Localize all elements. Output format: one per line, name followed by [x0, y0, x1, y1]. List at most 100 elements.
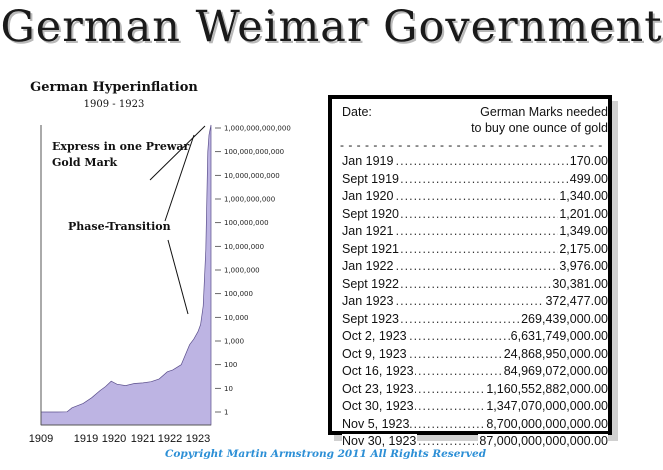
table-row: ........................................… — [342, 276, 608, 294]
page-title: German Weimar Government — [0, 2, 663, 52]
row-value: 1,349.00 — [558, 224, 608, 238]
annotation-gold-mark: Express in one Prewar Gold Mark — [52, 140, 189, 169]
y-tick-label: 100,000,000,000 — [224, 148, 284, 156]
row-value: 3,976.00 — [558, 259, 608, 273]
row-value: 372,477.00 — [544, 294, 608, 308]
table-row: ........................................… — [342, 223, 608, 241]
chart-subtitle: 1909 - 1923 — [83, 99, 145, 110]
row-date: Sept 1923 — [342, 311, 400, 326]
y-tick-label: 100,000,000 — [224, 219, 269, 227]
row-value: 30,381.00 — [551, 276, 608, 291]
table-header: Date: German Marks needed to buy one oun… — [342, 105, 608, 143]
row-date: Jan 1919 — [342, 154, 395, 168]
row-date: Jan 1920 — [342, 189, 395, 203]
y-tick-label: 1,000,000,000 — [224, 196, 275, 204]
row-date: Sept 1920 — [342, 206, 400, 221]
y-tick-label: 100 — [224, 361, 237, 369]
annotation-line: Gold Mark — [52, 156, 118, 169]
table-row: ........................................… — [342, 153, 608, 171]
hyperinflation-chart: 1 10 100 1,000 10,000 100,000 1,000,000 10,000,… — [29, 124, 291, 446]
row-date: Oct 30, 1923 — [342, 399, 415, 413]
table-row: ........................................… — [342, 311, 608, 329]
row-date: Jan 1922 — [342, 259, 395, 273]
table-row: ........................................… — [342, 433, 608, 451]
y-tick-label: 10,000,000,000 — [224, 172, 280, 180]
x-tick-label: 1922 — [158, 433, 182, 445]
x-tick-label: 1921 — [131, 433, 155, 445]
table-header-note-line1: German Marks needed — [480, 105, 608, 119]
row-value: 6,631,749,000.00 — [509, 329, 608, 343]
row-date: Oct 16, 1923 — [342, 364, 415, 378]
table-row: ........................................… — [342, 363, 608, 381]
y-tick-label: 10,000,000 — [224, 243, 264, 251]
table-row: ........................................… — [342, 206, 608, 224]
x-tick-label: 1920 — [102, 433, 126, 445]
leader-dots: ........................................… — [342, 206, 608, 221]
y-tick-label: 1,000,000,000,000 — [224, 125, 291, 133]
leader-dots: ........................................… — [342, 154, 608, 168]
leader-dots: ........................................… — [342, 294, 608, 308]
y-tick-label: 10 — [224, 385, 233, 393]
table-row: ........................................… — [342, 258, 608, 276]
table-row: ........................................… — [342, 416, 608, 434]
y-tick-label: 1,000 — [224, 338, 244, 346]
row-value: 499.00 — [568, 171, 608, 186]
annotation-pointer-line — [149, 125, 206, 181]
row-value: 87,000,000,000,000.00 — [478, 434, 608, 448]
row-value: 170.00 — [568, 154, 608, 168]
annotation-line: Express in one Prewar — [52, 140, 189, 153]
row-date: Jan 1921 — [342, 224, 395, 238]
table-row: ........................................… — [342, 293, 608, 311]
leader-dots: ........................................… — [342, 224, 608, 238]
row-value: 8,700,000,000,000.00 — [485, 416, 608, 431]
table-header-date: Date: — [342, 105, 372, 119]
x-tick-label: 1919 — [74, 433, 98, 445]
y-tick-label: 1 — [224, 409, 228, 417]
y-tick-label: 100,000 — [224, 290, 253, 298]
row-value: 84,969,072,000.00 — [502, 364, 608, 378]
gold-price-table: Date: German Marks needed to buy one oun… — [328, 95, 612, 448]
leader-dots: ........................................… — [342, 259, 608, 273]
x-axis: 1909 1919 1920 1921 1922 1923 — [29, 433, 210, 445]
chart-area-layer — [40, 124, 212, 426]
table-row: ........................................… — [342, 188, 608, 206]
row-date: Jan 1923 — [342, 294, 395, 308]
inflation-area — [40, 124, 212, 426]
chart-title: German Hyperinflation — [30, 80, 198, 95]
leader-dots: ........................................… — [342, 241, 608, 256]
y-tick-label: 10,000 — [224, 314, 249, 322]
row-date: Nov 5, 1923 — [342, 416, 411, 431]
row-value: 1,347,070,000,000.00 — [485, 399, 608, 413]
row-value: 1,201.00 — [558, 206, 608, 221]
x-tick-label: 1909 — [29, 433, 53, 445]
row-date: Sept 1922 — [342, 276, 400, 291]
row-date: Sept 1921 — [342, 241, 400, 256]
row-date: Oct 2, 1923 — [342, 329, 408, 343]
table-row: ........................................… — [342, 398, 608, 416]
header-divider: - - - - - - - - - - - - - - - - - - - - … — [340, 141, 602, 149]
row-value: 24,868,950,000.00 — [502, 346, 608, 361]
annotation-pointer-line — [164, 134, 195, 222]
copyright-notice: Copyright Martin Armstrong 2011 All Righ… — [165, 448, 487, 460]
leader-dots: ........................................… — [342, 189, 608, 203]
row-date: Nov 30, 1923 — [342, 434, 418, 448]
table-row: ........................................… — [342, 241, 608, 259]
annotation-phase-transition: Phase-Transition — [68, 220, 171, 233]
chart-frame — [40, 125, 211, 426]
row-date: Sept 1919 — [342, 171, 400, 186]
table-row: ........................................… — [342, 346, 608, 364]
y-axis: 1 10 100 1,000 10,000 100,000 1,000,000 10,000,… — [215, 125, 291, 417]
table-header-note-line2: to buy one ounce of gold — [471, 121, 608, 135]
y-tick-label: 1,000,000 — [224, 267, 260, 275]
table-row: ........................................… — [342, 381, 608, 399]
annotation-pointer-line — [167, 239, 189, 315]
leader-dots: ........................................… — [342, 171, 608, 186]
leader-dots: ........................................… — [342, 276, 608, 291]
row-value: 1,340.00 — [558, 189, 608, 203]
row-date: Oct 9, 1923 — [342, 346, 408, 361]
row-value: 1,160,552,882,000.00 — [485, 381, 608, 396]
table-rows: ........................................… — [342, 153, 608, 451]
row-value: 2,175.00 — [558, 241, 608, 256]
table-row: ........................................… — [342, 171, 608, 189]
x-tick-label: 1923 — [186, 433, 210, 445]
